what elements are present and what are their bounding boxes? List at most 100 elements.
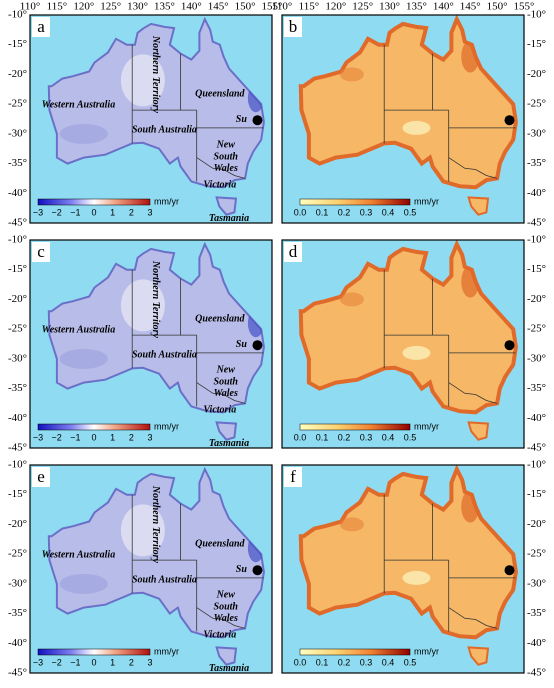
patch xyxy=(59,348,108,369)
lat-tick-label: -25° xyxy=(527,98,546,110)
lon-tick-label: 140° xyxy=(181,1,202,13)
mainland xyxy=(47,241,265,414)
su-label: Su xyxy=(236,564,248,575)
colorbar xyxy=(37,423,151,431)
colorbar-tick-label: 0.0 xyxy=(294,207,307,217)
panel-label: a xyxy=(37,17,45,36)
lat-tick-label: -35° xyxy=(527,157,546,169)
tasmania-land xyxy=(467,421,490,441)
patch xyxy=(402,120,431,135)
patch xyxy=(339,67,364,82)
lat-tick-label: -10° xyxy=(8,234,27,246)
lon-tick-label: 115° xyxy=(47,1,68,13)
colorbar-tick-label: 3 xyxy=(147,657,152,667)
colorbar-tick-label: 0.5 xyxy=(404,432,417,442)
lon-tick-label: 120° xyxy=(325,1,346,13)
frame xyxy=(281,14,525,224)
lat-tick-label: -35° xyxy=(8,382,27,394)
region-label: New xyxy=(216,589,236,600)
region-label: Northern Territory xyxy=(150,260,161,339)
su-label: Su xyxy=(236,339,248,350)
region-label: Queensland xyxy=(195,538,245,549)
lat-tick-label: -20° xyxy=(527,68,546,80)
state-border xyxy=(448,607,498,629)
lat-tick-label: -20° xyxy=(527,518,546,530)
region-label: South xyxy=(214,151,239,162)
colorbar xyxy=(37,648,151,656)
mainland xyxy=(47,466,265,639)
lat-tick-label: -35° xyxy=(8,157,27,169)
colorbar-tick-label: −3 xyxy=(33,207,43,217)
lat-tick-label: -30° xyxy=(527,127,546,139)
panel-label: f xyxy=(290,467,296,486)
frame xyxy=(281,239,525,449)
lat-tick-label: -20° xyxy=(527,293,546,305)
frame xyxy=(29,464,273,674)
lat-tick-label: -40° xyxy=(527,637,546,649)
tasmania-land xyxy=(215,196,238,216)
lat-tick-label: -15° xyxy=(8,38,27,50)
frame xyxy=(29,239,273,449)
letter-box xyxy=(32,467,50,487)
lon-tick-label: 110° xyxy=(272,1,293,13)
colorbar-tick-label: −2 xyxy=(52,207,62,217)
lon-tick-label: 110° xyxy=(20,1,41,13)
frame xyxy=(281,464,525,674)
lat-tick-label: -10° xyxy=(527,459,546,471)
lon-tick-label: 120° xyxy=(73,1,94,13)
colorbar xyxy=(299,648,411,656)
region-label: Wales xyxy=(214,613,238,624)
lon-tick-label: 130° xyxy=(127,1,148,13)
lat-tick-label: -30° xyxy=(8,577,27,589)
lat-tick-label: -40° xyxy=(8,187,27,199)
tasmania-land xyxy=(467,646,490,666)
su-blob xyxy=(252,115,263,126)
panel-label: c xyxy=(37,242,45,261)
colorbar-tick-label: −1 xyxy=(70,657,80,667)
colorbar-tick-label: −2 xyxy=(52,432,62,442)
map-panel: c Western Australia Northern Territory Quee… xyxy=(8,234,273,454)
lat-tick-label: -15° xyxy=(8,263,27,275)
colorbar-tick-label: 0.0 xyxy=(294,657,307,667)
lat-tick-label: -30° xyxy=(527,577,546,589)
colorbar-tick-label: 0.5 xyxy=(404,207,417,217)
lat-tick-label: -25° xyxy=(8,323,27,335)
state-border xyxy=(196,382,246,404)
region-label: Victoria xyxy=(203,629,236,640)
lat-tick-label: -25° xyxy=(8,98,27,110)
lat-tick-label: -10° xyxy=(8,459,27,471)
lon-tick-label: 145° xyxy=(208,1,229,13)
lat-tick-label: -35° xyxy=(527,607,546,619)
colorbar-unit: mm/yr xyxy=(154,646,179,656)
region-label: Western Australia xyxy=(42,550,116,561)
lat-tick-label: -15° xyxy=(527,488,546,500)
colorbar-tick-label: −3 xyxy=(33,657,43,667)
lat-tick-label: -40° xyxy=(8,412,27,424)
colorbar-unit: mm/yr xyxy=(414,646,439,656)
state-border xyxy=(196,157,246,179)
region-label: Victoria xyxy=(203,404,236,415)
region-label: New xyxy=(216,364,236,375)
colorbar-tick-label: 0 xyxy=(91,432,96,442)
lat-tick-label: -25° xyxy=(8,548,27,560)
lat-tick-label: -45° xyxy=(527,667,546,679)
region-label: New xyxy=(216,139,236,150)
tasmania-land xyxy=(467,196,490,216)
colorbar-tick-label: 0.1 xyxy=(316,207,329,217)
lat-tick-label: -40° xyxy=(8,637,27,649)
colorbar-tick-label: 0.3 xyxy=(360,432,373,442)
lon-tick-label: 145° xyxy=(460,1,481,13)
colorbar-tick-label: 1 xyxy=(110,657,115,667)
lon-tick-label: 135° xyxy=(154,1,175,13)
colorbar-tick-label: 0.4 xyxy=(382,207,395,217)
colorbar xyxy=(299,198,411,206)
map-panel: a Western Australia Northern Territory Quee… xyxy=(8,1,283,229)
colorbar-tick-label: 0.2 xyxy=(338,432,351,442)
colorbar-tick-label: 0.2 xyxy=(338,207,351,217)
map-panel: b mm/yr 0.0 0.1 0.2 0.3 0.4 0.5 -10° -15° -20° -25°… xyxy=(272,1,546,229)
state-border xyxy=(196,607,246,629)
lat-tick-label: -40° xyxy=(527,187,546,199)
panel-label: e xyxy=(37,467,45,486)
lat-tick-label: -40° xyxy=(527,412,546,424)
